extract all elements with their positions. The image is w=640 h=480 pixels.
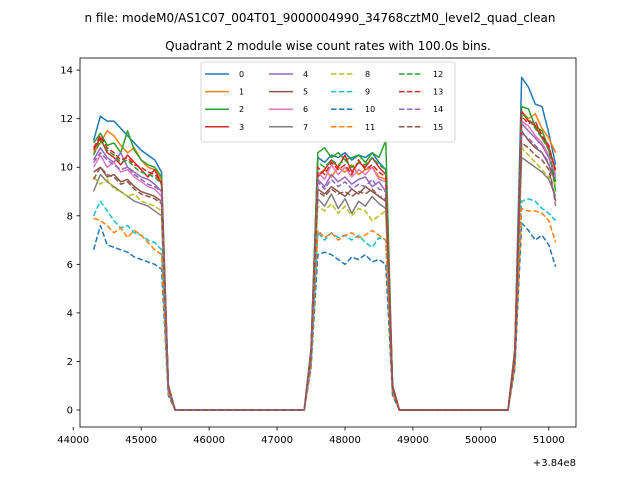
plot-area xyxy=(92,76,557,411)
x-tick-label: 50000 xyxy=(465,435,497,446)
y-tick-label: 4 xyxy=(67,308,73,319)
legend-label-15: 15 xyxy=(433,123,443,132)
x-tick-label: 45000 xyxy=(125,435,157,446)
y-tick-label: 14 xyxy=(60,66,73,77)
x-offset-label: +3.84e8 xyxy=(533,458,576,469)
legend-label-10: 10 xyxy=(365,105,375,114)
legend-label-13: 13 xyxy=(433,88,443,97)
legend-label-0: 0 xyxy=(239,70,244,79)
legend-label-3: 3 xyxy=(239,123,244,132)
legend-label-8: 8 xyxy=(365,70,370,79)
y-tick-label: 12 xyxy=(60,114,73,125)
x-tick-label: 49000 xyxy=(397,435,429,446)
legend-label-1: 1 xyxy=(239,88,244,97)
y-tick-label: 0 xyxy=(67,406,73,417)
legend-label-4: 4 xyxy=(303,70,308,79)
x-tick-label: 46000 xyxy=(193,435,225,446)
axes-frame xyxy=(79,57,577,428)
axes: 44000 45000 46000 47000 48000 49000 50000 51000… xyxy=(57,57,577,446)
x-tick-label: 48000 xyxy=(329,435,361,446)
figure-suptitle: n file: modeM0/AS1C07_004T01_9000004990_… xyxy=(85,11,556,25)
legend-label-6: 6 xyxy=(303,105,308,114)
x-tick-label: 51000 xyxy=(533,435,565,446)
legend-label-12: 12 xyxy=(433,70,443,79)
y-tick-label: 2 xyxy=(67,357,73,368)
y-tick-label: 10 xyxy=(60,163,73,174)
y-tick-label: 8 xyxy=(67,211,73,222)
y-tick-label: 6 xyxy=(67,260,73,271)
x-tick-label: 47000 xyxy=(261,435,293,446)
chart-title: Quadrant 2 module wise count rates with … xyxy=(165,39,491,53)
x-tick-label: 44000 xyxy=(57,435,89,446)
legend-label-7: 7 xyxy=(303,123,308,132)
legend-label-9: 9 xyxy=(365,88,370,97)
legend-label-5: 5 xyxy=(303,88,308,97)
series-line-15 xyxy=(92,142,557,411)
legend-box xyxy=(200,61,456,143)
legend-label-11: 11 xyxy=(365,123,375,132)
legend-label-14: 14 xyxy=(433,105,443,114)
legend-label-2: 2 xyxy=(239,105,244,114)
